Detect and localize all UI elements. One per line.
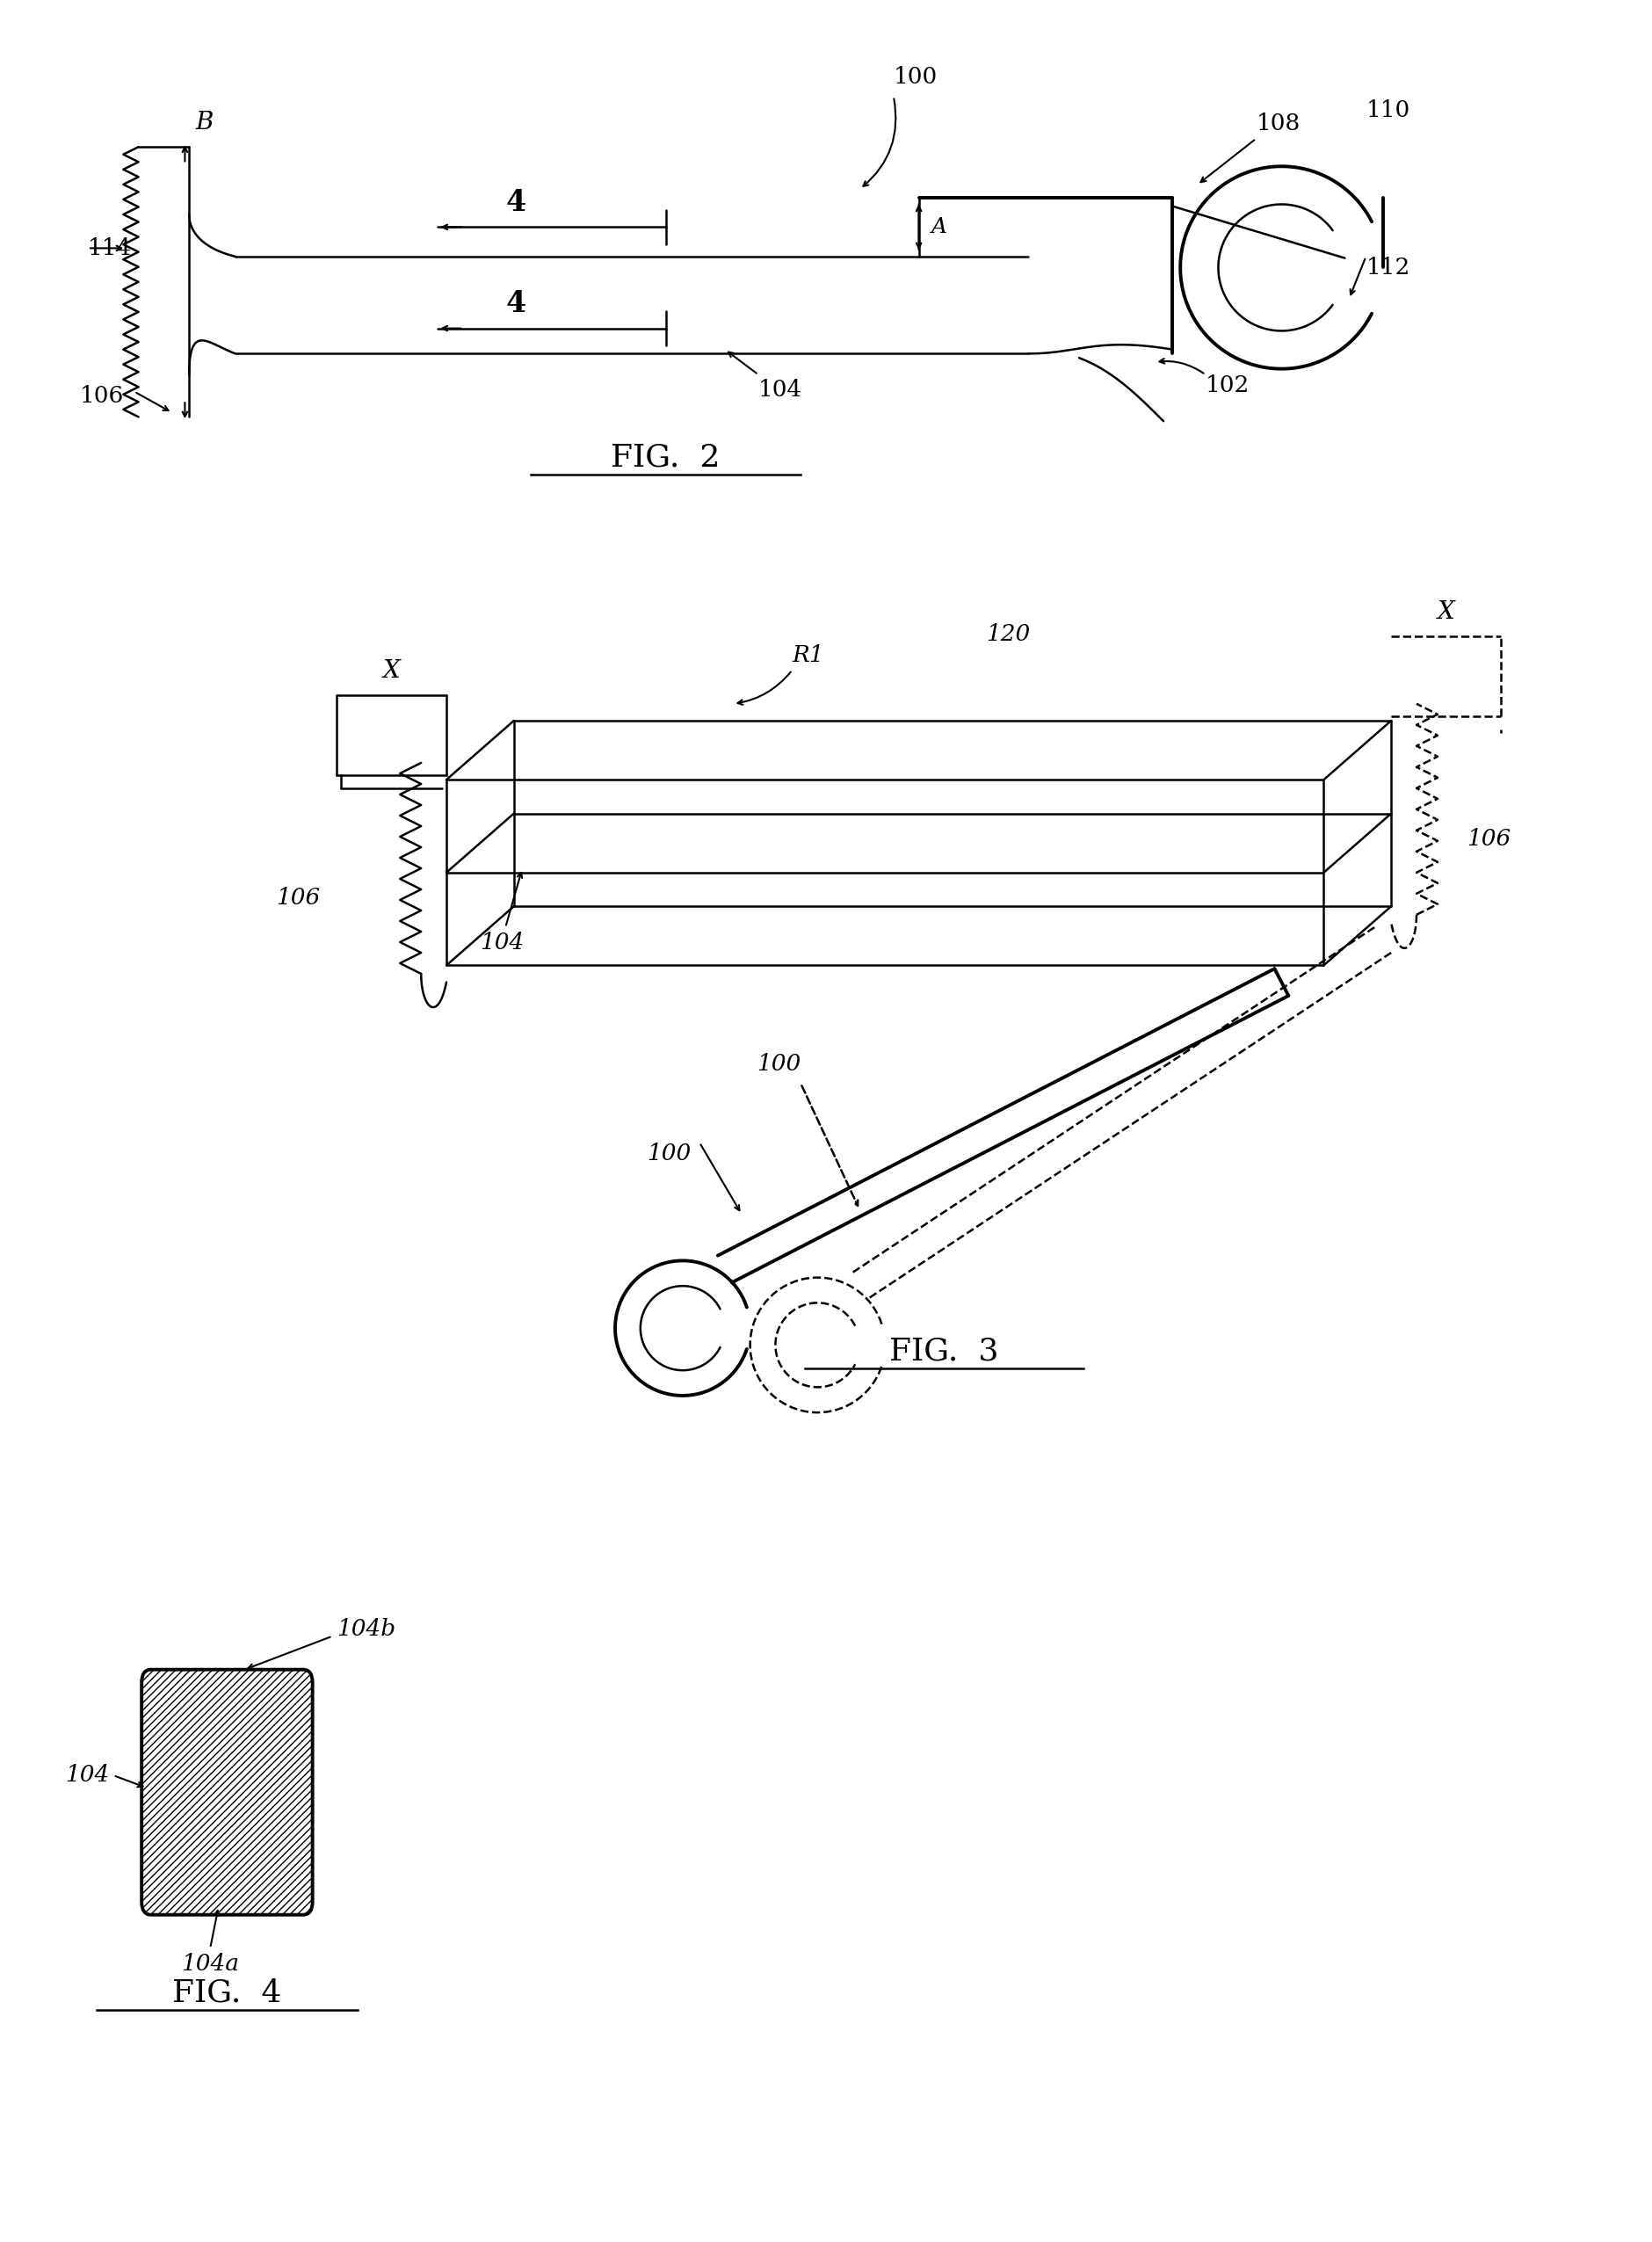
Text: 100: 100	[894, 65, 937, 87]
Text: 108: 108	[1256, 112, 1300, 135]
Text: 100: 100	[646, 1143, 691, 1164]
Text: 4: 4	[506, 289, 525, 318]
Text: 104: 104	[479, 933, 524, 953]
Text: A: A	[932, 217, 947, 238]
Text: 112: 112	[1365, 256, 1409, 278]
Text: 106: 106	[79, 386, 124, 406]
Text: B: B	[197, 110, 213, 135]
Text: 106: 106	[1467, 827, 1510, 850]
Text: 120: 120	[986, 623, 1029, 646]
Text: 110: 110	[1365, 99, 1409, 121]
Text: FIG.  4: FIG. 4	[172, 1977, 281, 2007]
Text: 100: 100	[757, 1054, 800, 1074]
Text: FIG.  3: FIG. 3	[889, 1336, 998, 1365]
Text: 102: 102	[1204, 374, 1249, 397]
Text: X: X	[383, 659, 400, 684]
Text: 104: 104	[758, 379, 803, 401]
Text: 4: 4	[506, 188, 525, 217]
Text: 104b: 104b	[337, 1619, 395, 1641]
Text: 114: 114	[88, 238, 132, 260]
Text: R1: R1	[791, 643, 824, 666]
Text: 104a: 104a	[182, 1953, 240, 1975]
Text: FIG.  2: FIG. 2	[611, 442, 720, 473]
Text: 106: 106	[276, 888, 320, 908]
Text: 104: 104	[64, 1764, 109, 1787]
FancyBboxPatch shape	[142, 1670, 312, 1915]
Text: X: X	[1437, 601, 1454, 623]
